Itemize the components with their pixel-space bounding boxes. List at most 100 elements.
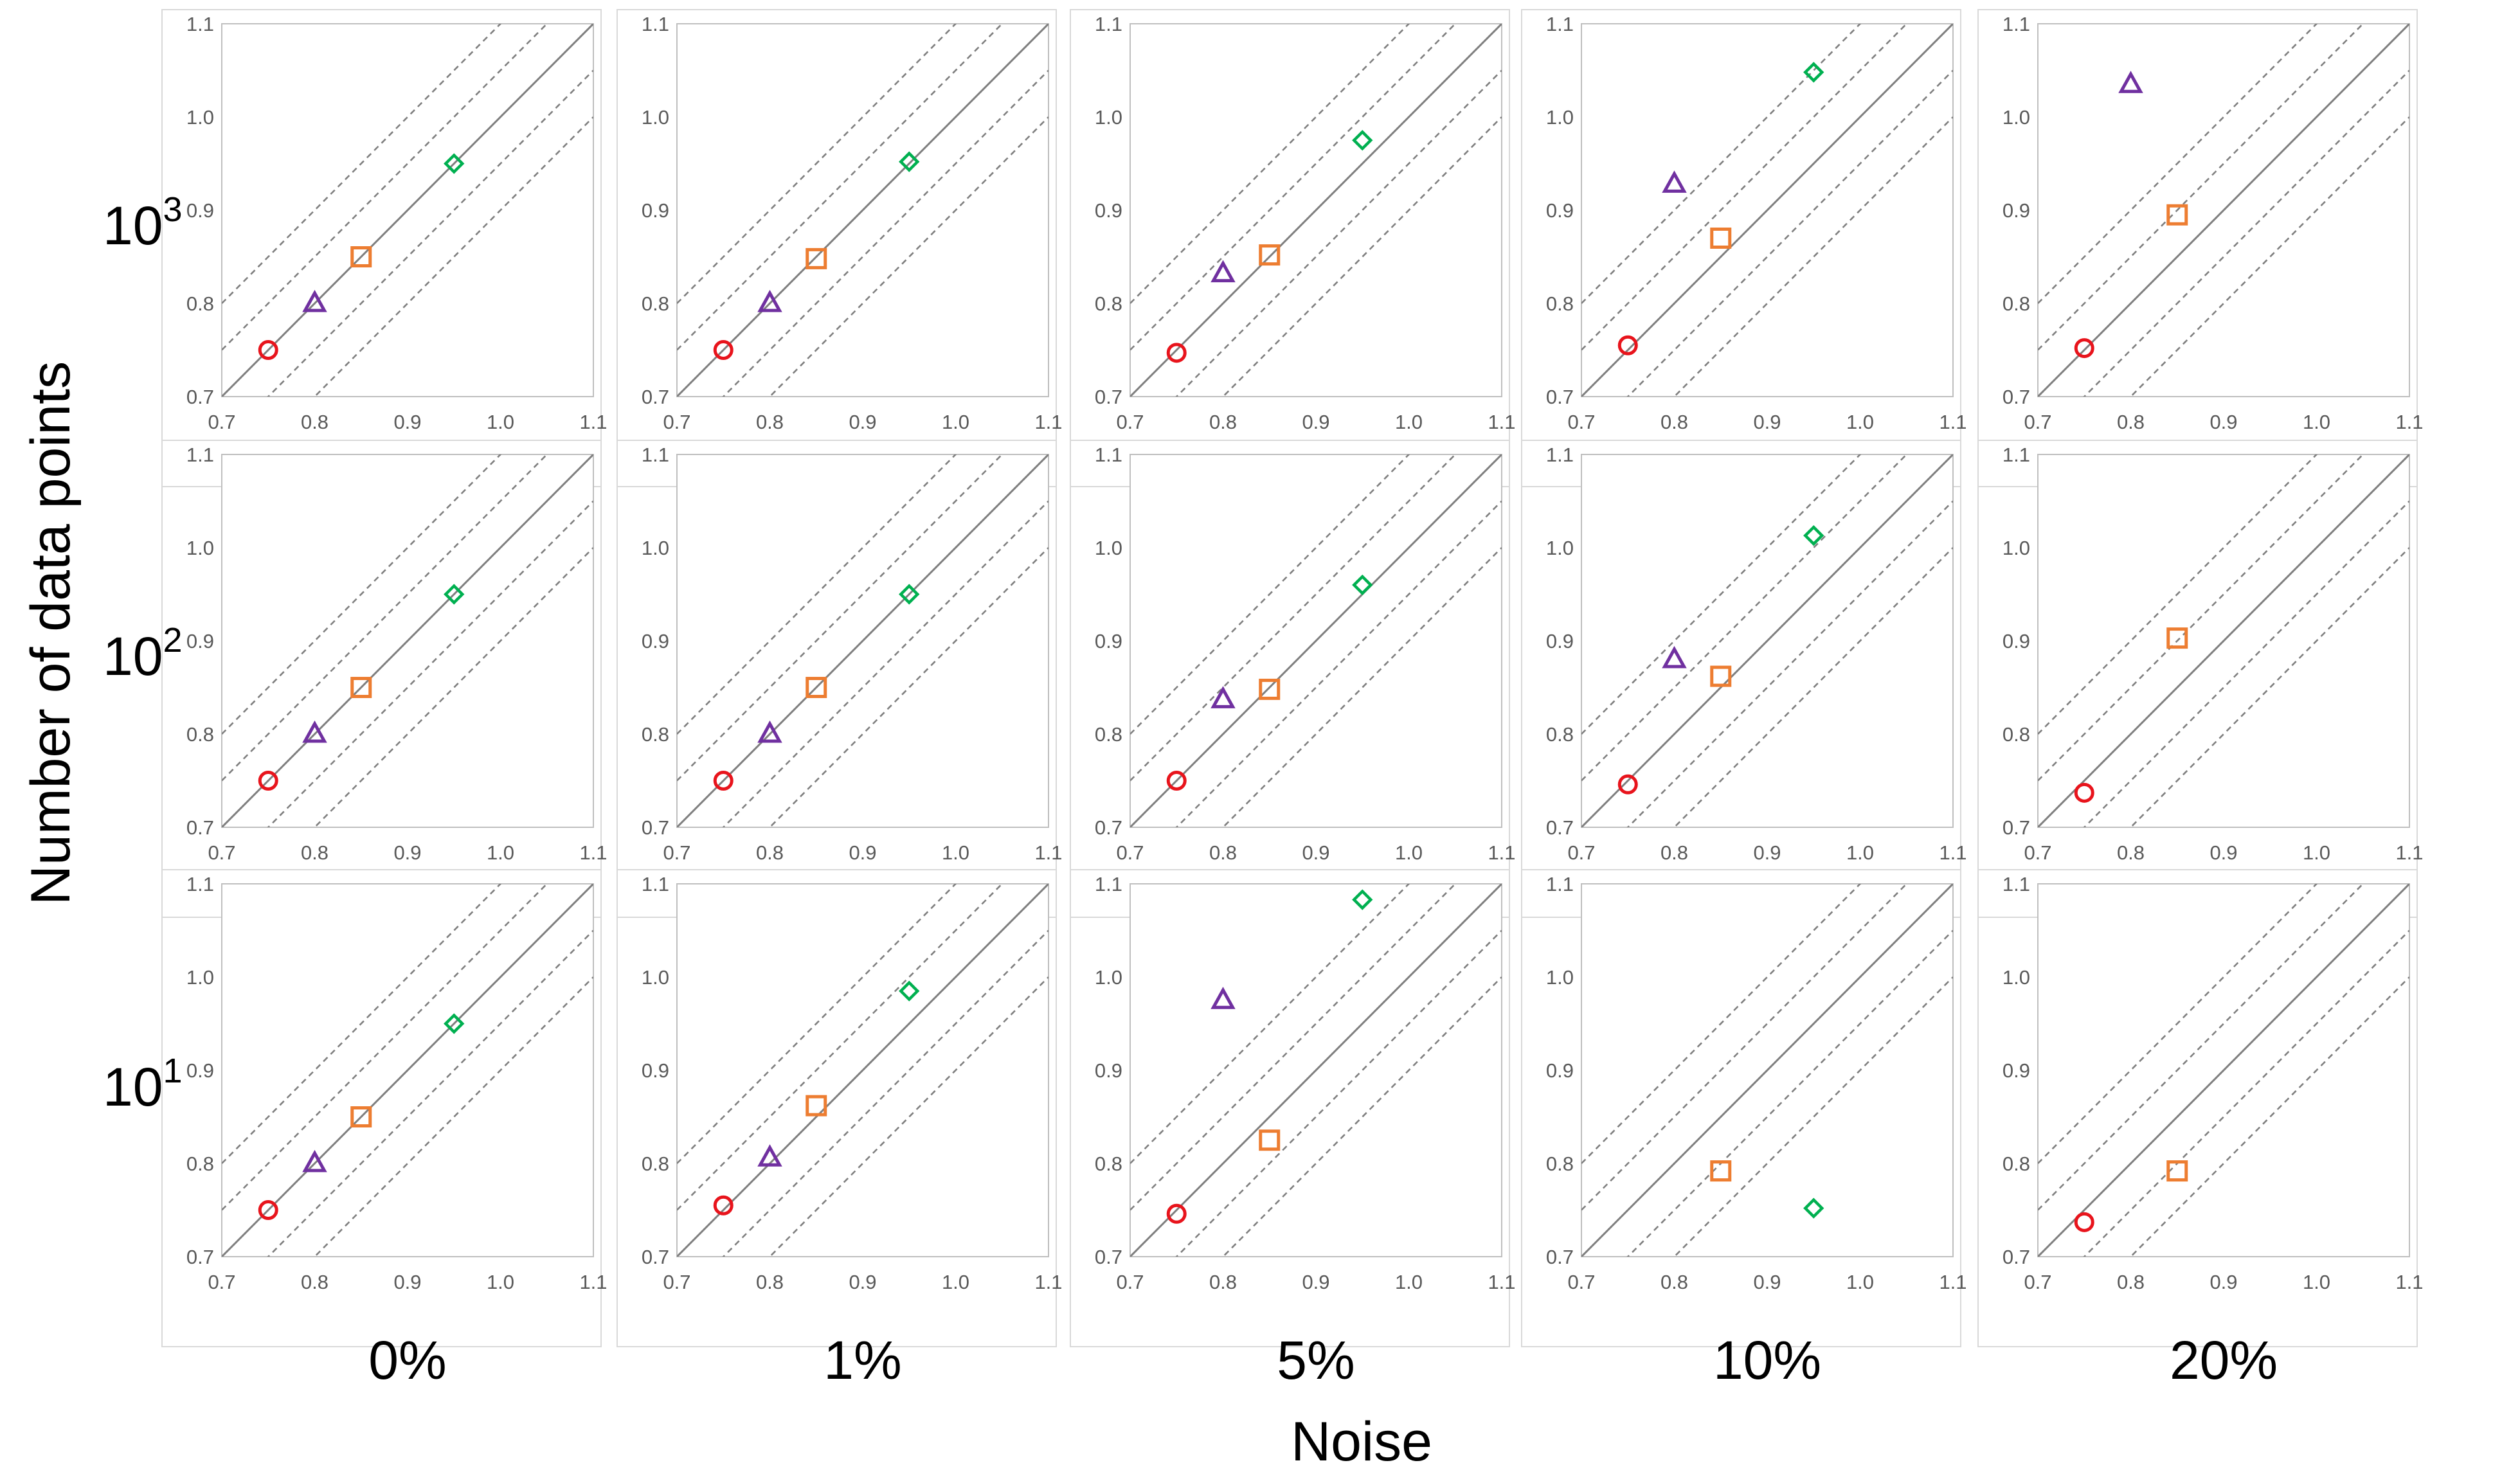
y-tick-label: 0.8 xyxy=(2003,1153,2030,1175)
dashed-reference-line xyxy=(2083,929,2409,1257)
diamond-marker xyxy=(899,584,920,605)
y-tick-label: 0.8 xyxy=(186,292,214,315)
x-tick-label: 0.9 xyxy=(849,841,876,864)
triangle-marker xyxy=(757,1144,782,1167)
y-tick-label: 0.7 xyxy=(642,386,669,408)
dashed-reference-line xyxy=(677,454,957,735)
y-tick-label: 0.9 xyxy=(186,199,214,222)
square-marker xyxy=(2166,204,2188,226)
identity-line xyxy=(2038,454,2409,827)
circle-marker xyxy=(258,340,278,360)
x-tick-label: 1.1 xyxy=(1034,1271,1062,1293)
x-tick-label: 0.9 xyxy=(393,1271,421,1293)
dashed-reference-line xyxy=(1175,69,1502,397)
square-marker xyxy=(1710,228,1732,249)
x-tick-label: 1.1 xyxy=(579,841,607,864)
y-tick-label: 1.1 xyxy=(2003,873,2030,895)
row-label-base: 10 xyxy=(103,626,163,687)
square-marker xyxy=(1259,244,1281,266)
x-tick-label: 1.1 xyxy=(1488,1271,1515,1293)
y-tick-label: 1.1 xyxy=(186,13,214,35)
y-tick-label: 0.7 xyxy=(2003,1246,2030,1268)
y-tick-label: 0.9 xyxy=(186,1059,214,1082)
diamond-marker xyxy=(1803,525,1824,546)
y-tick-label: 1.1 xyxy=(642,444,669,466)
dashed-reference-line xyxy=(722,500,1048,827)
x-tick-label: 0.9 xyxy=(1753,841,1781,864)
y-tick-label: 0.8 xyxy=(1546,723,1574,746)
dashed-reference-line xyxy=(267,69,593,397)
diamond-marker xyxy=(1352,130,1373,151)
panel: 0.70.70.80.80.90.91.01.01.11.1 xyxy=(616,440,1063,918)
x-tick-label: 0.7 xyxy=(1567,841,1595,864)
x-tick-label: 0.7 xyxy=(663,841,690,864)
diamond-marker xyxy=(1352,574,1373,596)
x-tick-label: 1.0 xyxy=(942,411,969,433)
dashed-reference-line xyxy=(222,24,502,304)
x-axis-title: Noise xyxy=(1291,1411,1432,1473)
circle-marker xyxy=(2074,1212,2094,1232)
x-tick-label: 1.1 xyxy=(579,411,607,433)
x-tick-label: 1.1 xyxy=(2395,411,2423,433)
y-tick-label: 1.0 xyxy=(1546,966,1574,989)
dashed-reference-line xyxy=(2038,24,2364,351)
square-marker xyxy=(806,677,827,698)
dashed-reference-line xyxy=(1175,929,1502,1257)
dashed-reference-line xyxy=(222,884,548,1211)
dashed-reference-line xyxy=(2038,884,2318,1164)
y-tick-label: 0.7 xyxy=(1095,816,1122,839)
y-tick-label: 0.7 xyxy=(1546,1246,1574,1268)
dashed-reference-line xyxy=(1581,884,1862,1164)
dashed-reference-line xyxy=(267,500,593,827)
triangle-marker xyxy=(1210,260,1236,283)
y-tick-label: 0.8 xyxy=(1546,1153,1574,1175)
y-tick-label: 0.8 xyxy=(642,292,669,315)
x-tick-label: 0.7 xyxy=(1116,841,1144,864)
y-tick-label: 0.7 xyxy=(1095,1246,1122,1268)
triangle-marker xyxy=(302,720,327,743)
x-tick-label: 0.8 xyxy=(301,411,328,433)
dashed-reference-line xyxy=(677,24,1004,351)
y-tick-label: 1.1 xyxy=(1095,13,1122,35)
x-tick-label: 0.8 xyxy=(756,1271,784,1293)
x-tick-label: 1.1 xyxy=(1939,1271,1967,1293)
dashed-reference-line xyxy=(722,69,1048,397)
row-label: 101 xyxy=(103,1052,182,1117)
square-marker xyxy=(1259,678,1281,700)
x-tick-label: 1.1 xyxy=(2395,1271,2423,1293)
dashed-reference-line xyxy=(1130,24,1410,304)
panel: 0.70.70.80.80.90.91.01.01.11.1 xyxy=(1977,440,2424,918)
circle-marker xyxy=(1166,343,1187,363)
x-tick-label: 0.9 xyxy=(2210,411,2237,433)
x-tick-label: 0.8 xyxy=(756,841,784,864)
dashed-reference-line xyxy=(1130,454,1457,782)
dashed-reference-line xyxy=(2038,884,2364,1211)
x-tick-label: 0.8 xyxy=(2117,1271,2145,1293)
x-tick-label: 0.7 xyxy=(208,1271,235,1293)
dashed-reference-line xyxy=(1626,929,1953,1257)
row-label-exponent: 2 xyxy=(163,621,182,660)
diamond-marker xyxy=(1352,889,1373,910)
square-marker xyxy=(350,246,372,267)
x-tick-label: 0.7 xyxy=(663,411,690,433)
panel: 0.70.70.80.80.90.91.01.01.11.1 xyxy=(161,869,608,1347)
y-tick-label: 0.7 xyxy=(186,386,214,408)
reference-lines xyxy=(1130,884,1502,1257)
y-tick-label: 0.9 xyxy=(2003,630,2030,652)
circle-marker xyxy=(2074,338,2094,359)
dashed-reference-line xyxy=(1581,24,1862,304)
dashed-reference-line xyxy=(1581,24,1908,351)
dashed-reference-line xyxy=(2083,69,2409,397)
dashed-reference-line xyxy=(1130,24,1457,351)
x-tick-label: 0.9 xyxy=(2210,1271,2237,1293)
identity-line xyxy=(1130,24,1502,397)
dashed-reference-line xyxy=(1130,884,1410,1164)
identity-line xyxy=(222,454,593,827)
square-marker xyxy=(1710,1160,1732,1182)
column-label: 1% xyxy=(824,1330,901,1390)
square-marker xyxy=(2166,1160,2188,1182)
diamond-marker xyxy=(899,151,920,172)
x-tick-label: 1.0 xyxy=(1395,411,1423,433)
x-tick-label: 0.9 xyxy=(1753,1271,1781,1293)
